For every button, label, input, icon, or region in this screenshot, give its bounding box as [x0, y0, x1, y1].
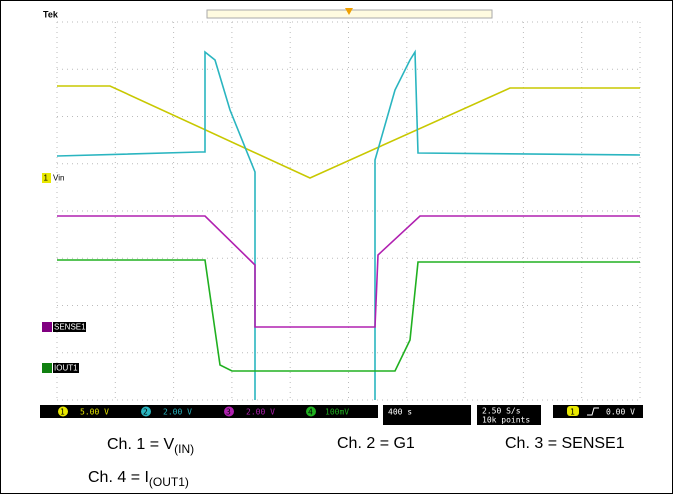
sample-rate: 2.50 S/s [482, 407, 521, 416]
ch-badge [224, 406, 234, 417]
status-bar: 1 5.00 V 2 2.00 V 3 2.00 V 4 100mV 400 s… [40, 405, 643, 425]
ch-scale: 2.00 V [246, 408, 275, 417]
marker-3 [42, 322, 52, 332]
marker-label: IOUT1 [54, 364, 78, 373]
ch-scale: 2.00 V [163, 408, 192, 417]
ch-badge [141, 406, 151, 417]
grid [56, 21, 641, 401]
screen [40, 8, 643, 406]
trig-slope [587, 407, 599, 416]
caption-item: Ch. 2 = G1 [337, 435, 415, 452]
marker-1 [42, 173, 51, 183]
caption-item: Ch. 1 = V(IN) [107, 436, 194, 456]
marker-bg [53, 363, 79, 373]
marker-4 [42, 363, 52, 373]
trig-badge [567, 406, 579, 416]
marker-num: 1 [44, 174, 49, 183]
ch3-trace [57, 215, 640, 328]
ch-num: 3 [226, 408, 231, 417]
timebase: 400 s [388, 408, 412, 417]
marker-label: Vin [53, 174, 64, 183]
brand: Tek [43, 9, 59, 19]
ch2-trace [56, 49, 641, 400]
ch1-trace [57, 85, 640, 179]
caption: Ch. 1 = V(IN) Ch. 2 = G1 Ch. 3 = SENSE1 … [88, 435, 625, 489]
caption-item: Ch. 4 = I(OUT1) [88, 469, 189, 489]
ch4-trace [57, 259, 640, 372]
marker-bg [53, 322, 86, 332]
record-length: 10k points [482, 416, 530, 425]
ch-num: 2 [143, 408, 148, 417]
waveforms [56, 49, 641, 400]
markers: 1 Vin SENSE1 IOUT1 [42, 173, 86, 373]
ch-num: 1 [60, 408, 65, 417]
marker-label: SENSE1 [54, 323, 86, 332]
ch-scale: 100mV [325, 408, 349, 417]
timebase-box [383, 405, 471, 425]
caption-item: Ch. 3 = SENSE1 [505, 435, 625, 452]
ch-badge [306, 406, 316, 417]
trig-level: 0.00 V [606, 408, 635, 417]
trigger-pos [345, 8, 353, 15]
rate-box [477, 405, 541, 425]
ch-badge [58, 406, 68, 417]
trig-source: 1 [570, 408, 575, 417]
ch-scale: 5.00 V [80, 408, 109, 417]
channel-bar [40, 405, 378, 418]
ch-num: 4 [308, 408, 313, 417]
